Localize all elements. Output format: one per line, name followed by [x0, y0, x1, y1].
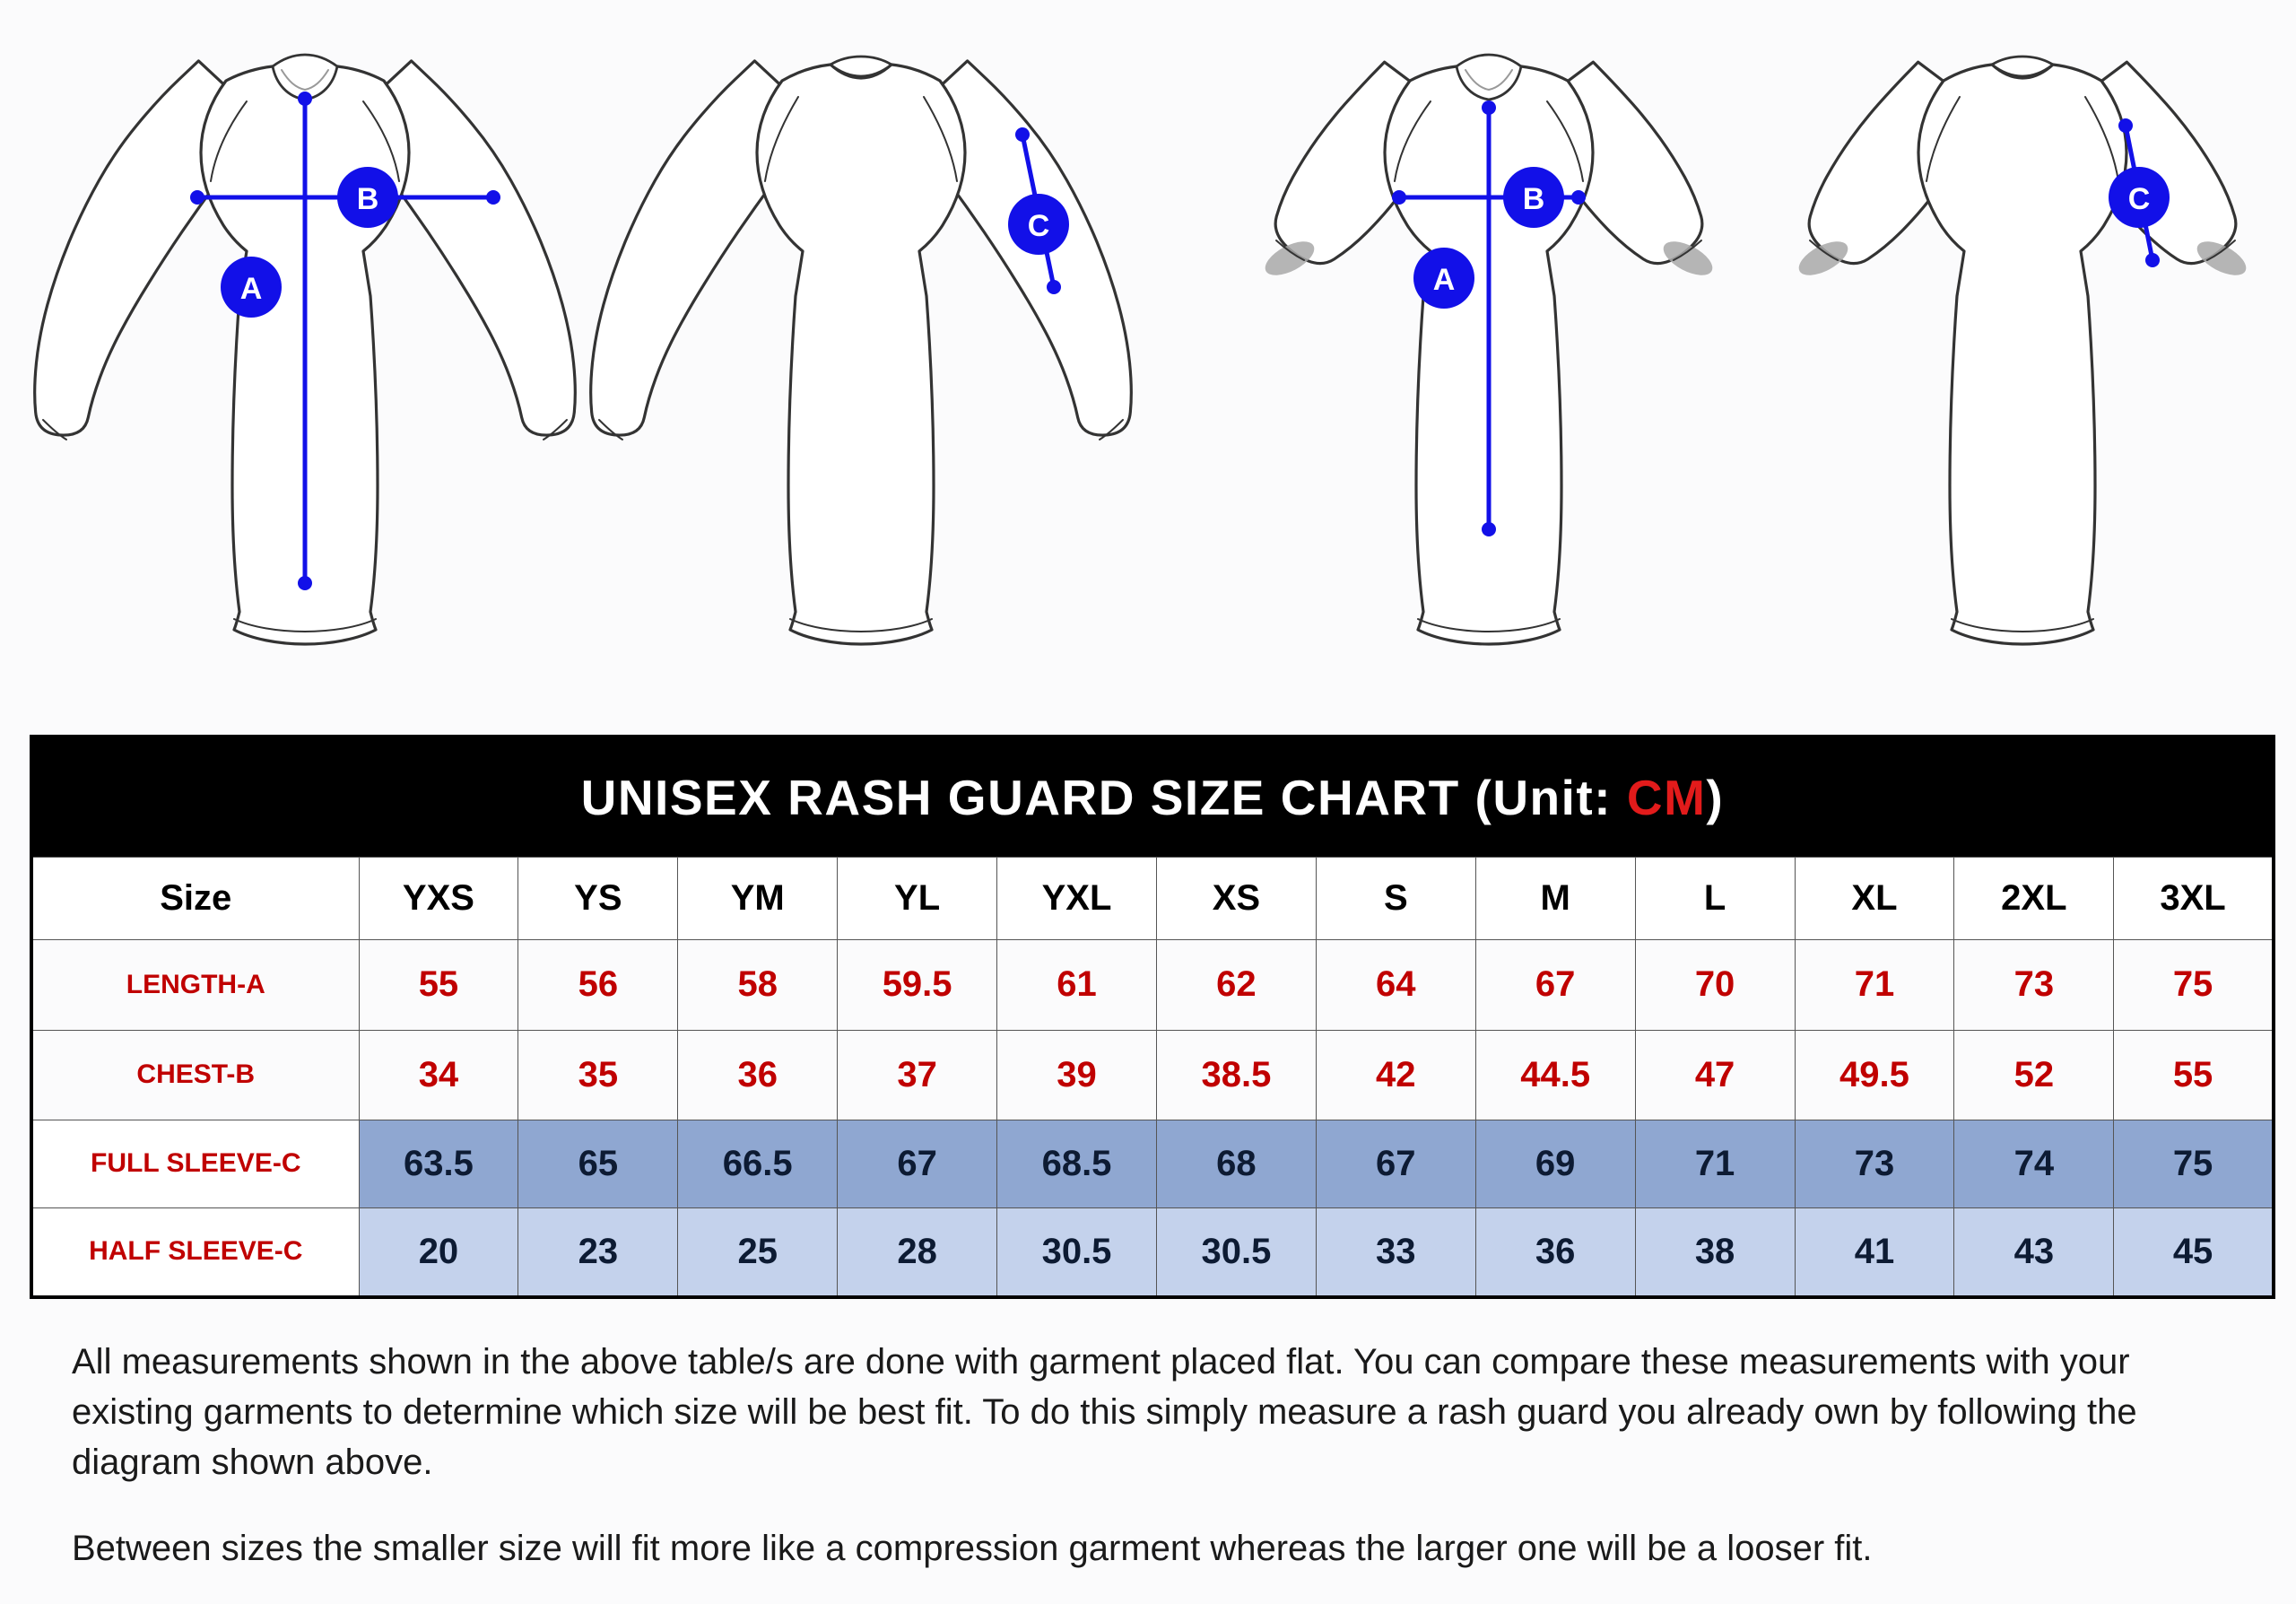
svg-text:C: C: [2128, 182, 2151, 216]
svg-text:C: C: [1028, 209, 1050, 243]
svg-text:B: B: [357, 182, 379, 216]
svg-text:A: A: [1433, 263, 1456, 297]
svg-text:B: B: [1523, 182, 1545, 216]
svg-text:A: A: [240, 272, 263, 306]
